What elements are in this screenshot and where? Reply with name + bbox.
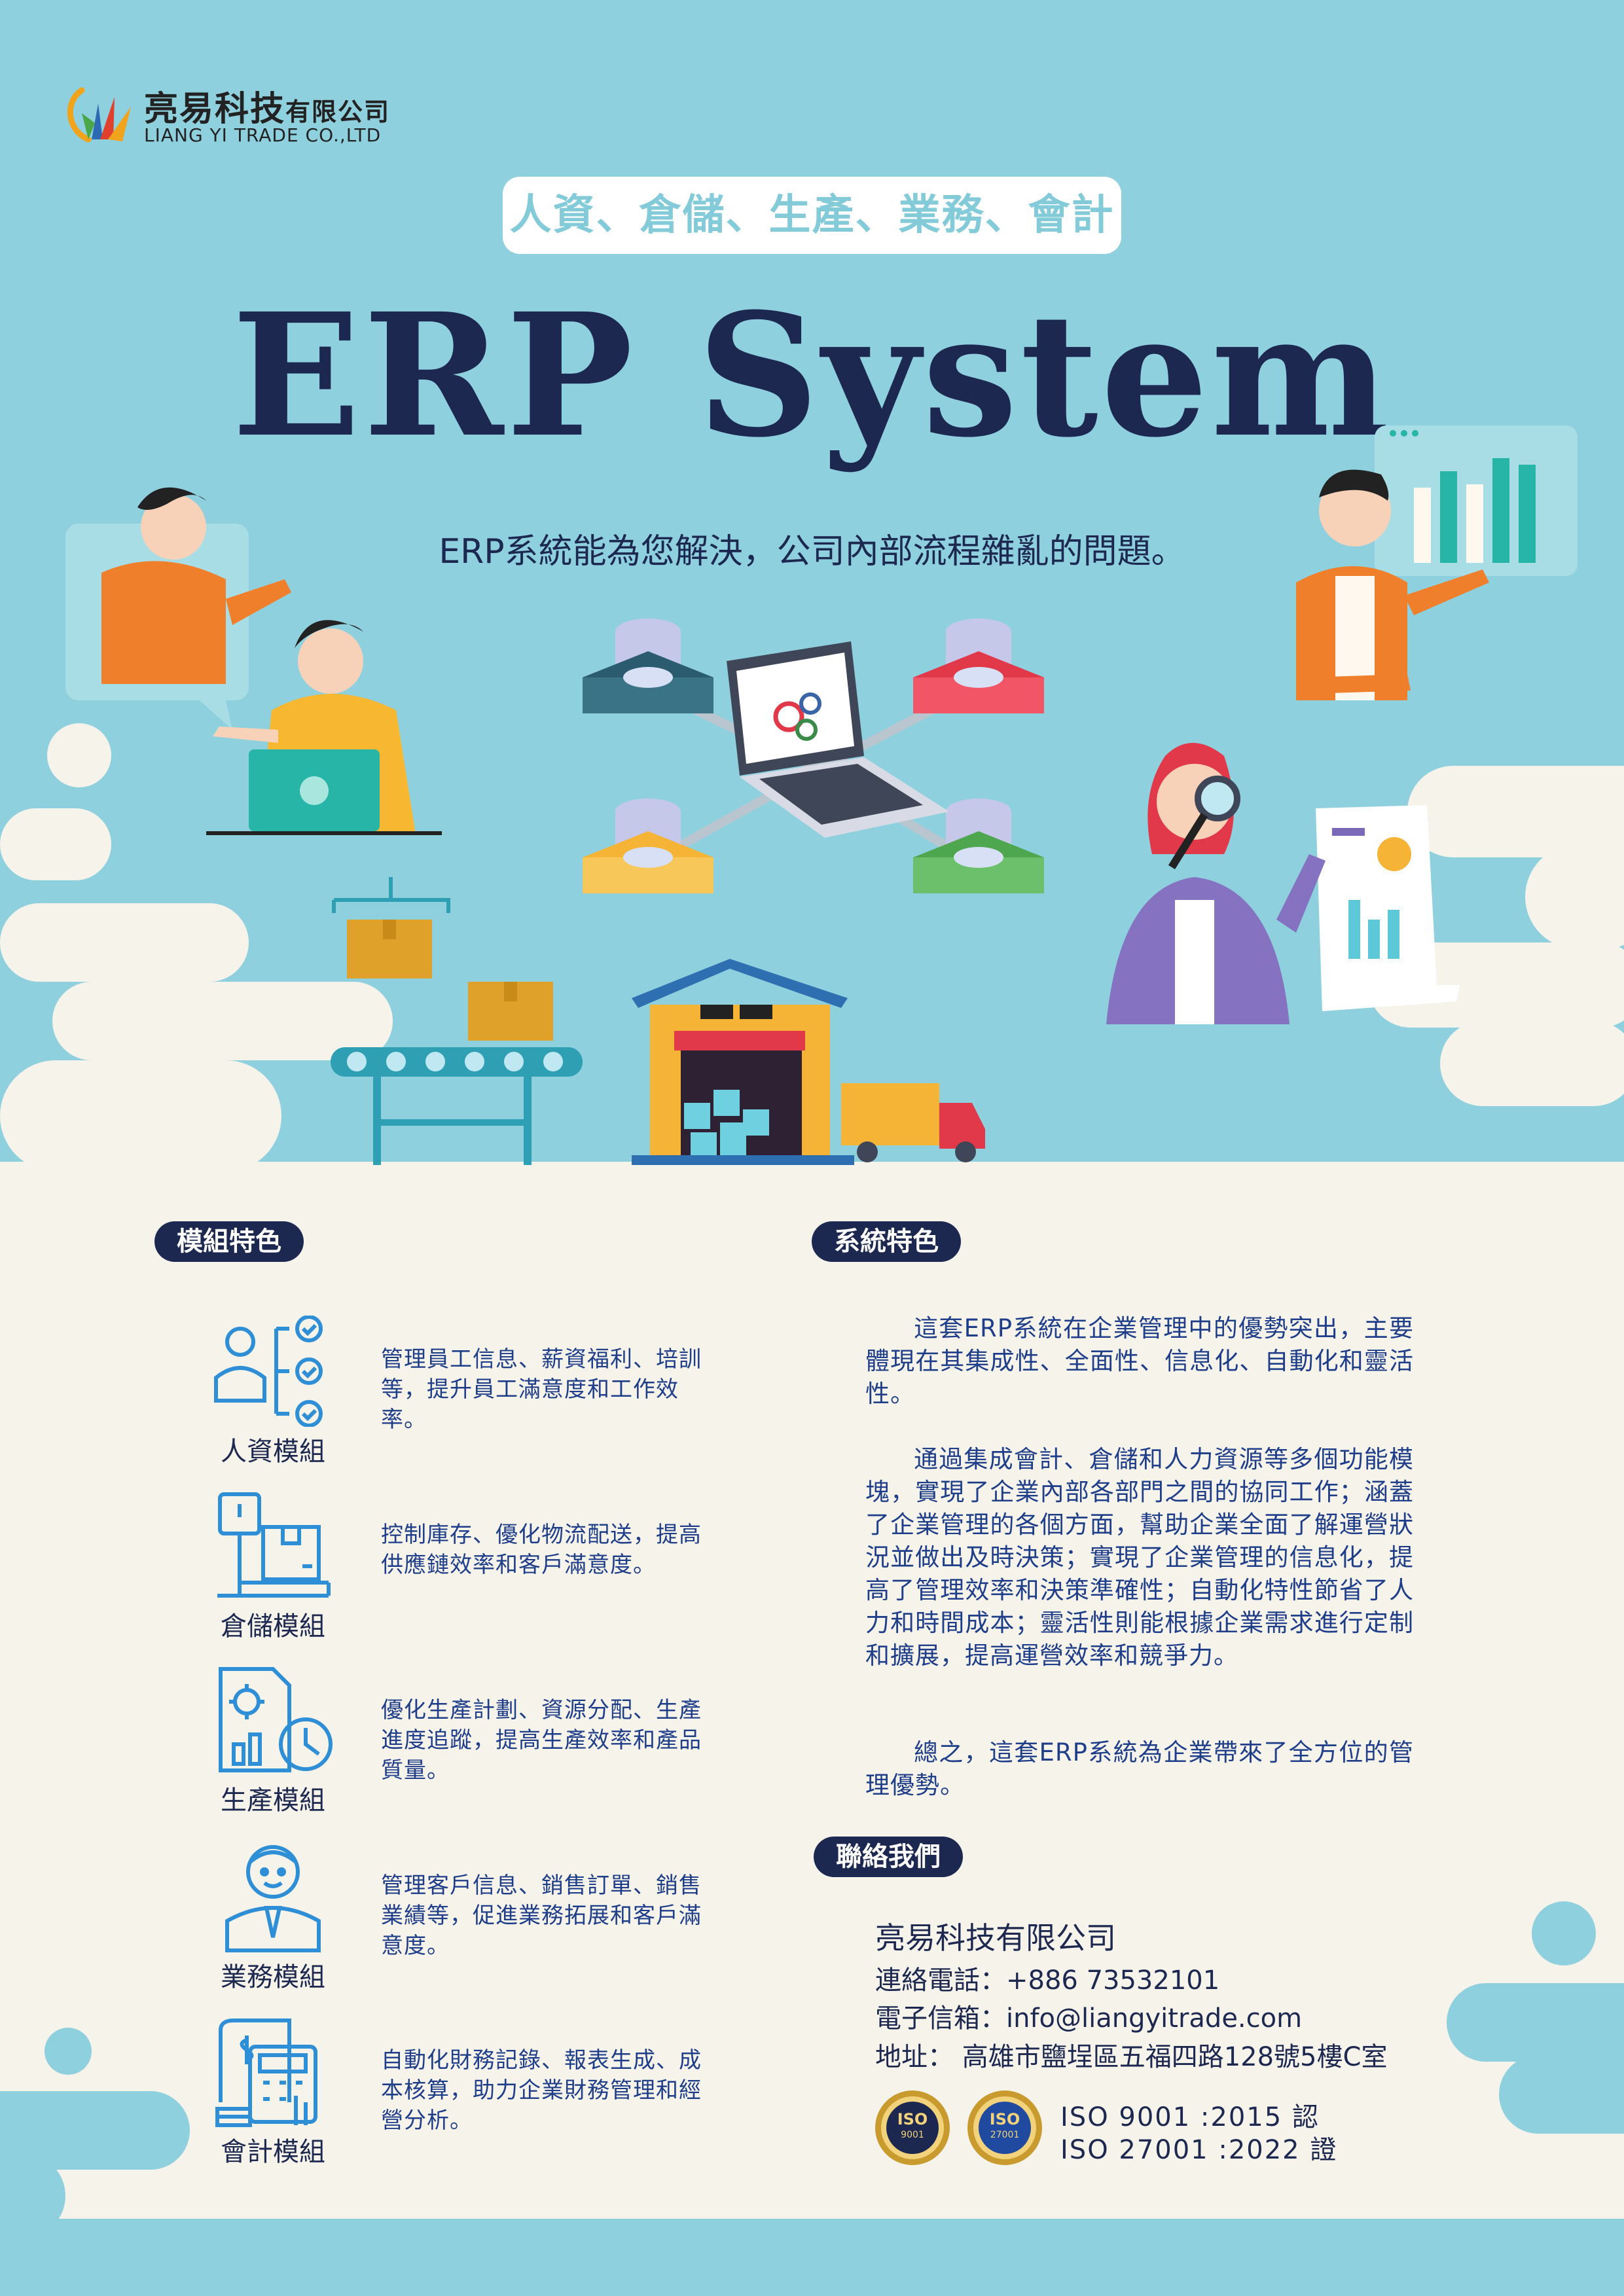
- contact-company: 亮易科技有限公司: [875, 1920, 1116, 1956]
- module-label-production: 生產模組: [221, 1785, 325, 1816]
- presenter-illustration: [1296, 425, 1578, 700]
- laptop: [727, 641, 949, 838]
- module-label-accounting: 會計模組: [221, 2137, 325, 2167]
- blue-cloud: [0, 2153, 65, 2238]
- section-heading-modules: 模組特色: [154, 1221, 304, 1262]
- logo-hands-icon: [67, 87, 131, 143]
- system-paragraph-2: 通過集成會計、倉儲和人力資源等多個功能模塊，實現了企業內部各部門之間的協同工作；…: [865, 1445, 1414, 1670]
- warehouse-illustration: [632, 959, 985, 1165]
- cloud-shape: [0, 1060, 281, 1172]
- page-subtitle: ERP系統能為您解決，公司內部流程雜亂的問題。: [439, 532, 1185, 571]
- team-meeting-illustration: [65, 487, 442, 835]
- sales-person-icon: [225, 1845, 321, 1952]
- page-title: ERP System: [232, 276, 1392, 475]
- iso-line-1: ISO 9001 :2015 認: [1060, 2102, 1320, 2132]
- contact-email[interactable]: 電子信箱：info@liangyitrade.com: [875, 2003, 1303, 2034]
- module-label-sales: 業務模組: [221, 1962, 325, 1992]
- module-label-warehouse: 倉儲模組: [221, 1611, 325, 1641]
- cloud-shape: [0, 903, 249, 982]
- module-desc-accounting: 自動化財務記錄、報表生成、成本核算，助力企業財務管理和經營分析。: [381, 2047, 702, 2134]
- contact-address: 地址： 高雄市鹽埕區五福四路128號5樓C室: [875, 2042, 1388, 2072]
- iso-27001-badge: ISO 27001: [966, 2089, 1043, 2166]
- iso-line-2: ISO 27001 :2022 證: [1060, 2135, 1338, 2165]
- server-red: [913, 619, 1044, 713]
- cream-dot: [47, 723, 111, 787]
- iso-seal-icon: [875, 2090, 950, 2165]
- blue-dot: [45, 2028, 92, 2075]
- module-desc-warehouse: 控制庫存、優化物流配送，提高供應鏈效率和客戶滿意度。: [381, 1522, 702, 1578]
- module-desc-hr: 管理員工信息、薪資福利、培訓等，提升員工滿意度和工作效率。: [381, 1346, 702, 1433]
- iso-9001-badge: ISO 9001: [874, 2089, 951, 2166]
- conveyor-illustration: [331, 877, 583, 1165]
- cream-panel: [0, 1162, 1624, 2238]
- module-label-hr: 人資模組: [221, 1437, 325, 1467]
- company-logo: 亮易科技有限公司 LIANG YI TRADE CO.,LTD: [62, 77, 429, 156]
- analyst-illustration: [1106, 743, 1460, 1024]
- cream-dot: [1476, 766, 1540, 830]
- accounting-calculator-icon: [215, 2018, 317, 2127]
- blue-dot: [1532, 1901, 1596, 1965]
- blue-cloud: [1499, 2055, 1624, 2134]
- topics-banner: 人資、倉儲、生產、業務、會計: [503, 177, 1121, 254]
- bottom-band: [0, 2219, 1624, 2296]
- warehouse-scale-icon: [217, 1492, 331, 1598]
- cloud-shape: [0, 808, 111, 880]
- server-blue: [583, 619, 713, 713]
- production-report-icon: [219, 1667, 333, 1772]
- section-heading-contact: 聯絡我們: [814, 1837, 963, 1877]
- cloud-shape: [1525, 844, 1624, 949]
- system-paragraph-1: 這套ERP系統在企業管理中的優勢突出，主要體現在其集成性、全面性、信息化、自動化…: [865, 1314, 1414, 1408]
- module-desc-production: 優化生產計劃、資源分配、生產進度追蹤，提高生產效率和產品質量。: [381, 1697, 702, 1784]
- cloud-shape: [52, 982, 393, 1060]
- hr-checklist-icon: [214, 1316, 323, 1427]
- section-heading-system: 系統特色: [812, 1221, 961, 1262]
- server-green: [913, 798, 1044, 893]
- blue-cloud: [1447, 1983, 1624, 2062]
- system-paragraph-3: 總之，這套ERP系統為企業帶來了全方位的管理優勢。: [865, 1738, 1414, 1799]
- company-name-zh: 亮易科技有限公司: [144, 90, 391, 129]
- cloud-shape: [1440, 1021, 1624, 1106]
- iso-seal-icon: [967, 2090, 1042, 2165]
- server-yellow: [583, 798, 713, 893]
- module-desc-sales: 管理客戶信息、銷售訂單、銷售業績等，促進業務拓展和客戶滿意度。: [381, 1873, 702, 1959]
- erp-network-illustration: [583, 619, 1044, 893]
- contact-phone[interactable]: 連絡電話：+886 73532101: [875, 1965, 1220, 1996]
- company-name-en: LIANG YI TRADE CO.,LTD: [144, 124, 382, 146]
